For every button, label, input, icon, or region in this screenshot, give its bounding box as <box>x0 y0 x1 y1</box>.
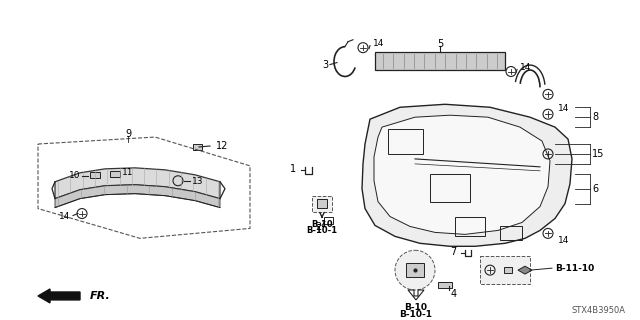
Bar <box>110 171 120 177</box>
Bar <box>438 282 452 288</box>
Bar <box>375 52 505 69</box>
Polygon shape <box>55 185 220 208</box>
Text: 15: 15 <box>592 149 604 159</box>
Text: STX4B3950A: STX4B3950A <box>571 306 625 315</box>
Text: 6: 6 <box>592 184 598 194</box>
Text: 7: 7 <box>450 247 456 257</box>
Text: 4: 4 <box>451 289 457 299</box>
Text: 5: 5 <box>437 39 443 49</box>
Text: 13: 13 <box>192 177 204 186</box>
Polygon shape <box>518 266 532 274</box>
Bar <box>323 217 333 224</box>
Polygon shape <box>374 115 550 234</box>
Text: 14: 14 <box>373 39 385 48</box>
Polygon shape <box>362 104 572 246</box>
Circle shape <box>395 250 435 290</box>
Text: 11: 11 <box>122 168 134 177</box>
Text: 8: 8 <box>592 112 598 122</box>
Bar <box>504 267 512 273</box>
Polygon shape <box>55 168 220 199</box>
Bar <box>500 227 522 240</box>
Bar <box>90 172 100 178</box>
Text: B-10-1: B-10-1 <box>399 310 433 319</box>
Text: B-10: B-10 <box>311 220 333 229</box>
Bar <box>480 256 530 284</box>
Text: 14: 14 <box>558 104 570 113</box>
Text: 1: 1 <box>290 164 296 174</box>
Text: FR.: FR. <box>90 291 111 301</box>
Text: 2: 2 <box>315 222 321 232</box>
Bar <box>430 174 470 202</box>
Bar <box>406 263 424 277</box>
FancyArrow shape <box>38 289 80 303</box>
Text: B-10: B-10 <box>404 303 428 312</box>
Bar <box>317 199 327 208</box>
Text: 14: 14 <box>520 63 531 72</box>
Text: B-10-1: B-10-1 <box>307 226 337 235</box>
Text: 12: 12 <box>216 141 228 151</box>
Text: B-11-10: B-11-10 <box>555 264 595 273</box>
Polygon shape <box>408 290 424 300</box>
Bar <box>455 217 485 236</box>
Text: 14: 14 <box>558 236 570 245</box>
Bar <box>312 196 332 212</box>
Bar <box>193 143 202 150</box>
Text: 9: 9 <box>125 129 131 139</box>
Text: 10: 10 <box>68 171 80 180</box>
Text: 3: 3 <box>322 60 328 69</box>
Text: 14: 14 <box>59 212 70 221</box>
Bar <box>388 129 423 154</box>
